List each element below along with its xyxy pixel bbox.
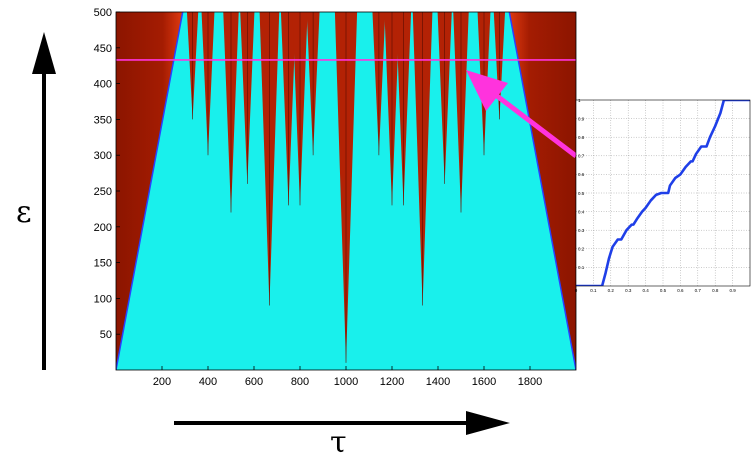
inset-x-tick-label: 0.5	[660, 288, 667, 293]
tau-axis-label: τ	[330, 425, 347, 456]
inset-y-tick-label: 0.1	[578, 265, 585, 270]
y-tick-label: 150	[94, 258, 112, 270]
inset-x-tick-label: 0.9	[729, 288, 736, 293]
inset-y-tick-label: 0.7	[578, 154, 585, 159]
y-tick-label: 350	[94, 114, 112, 126]
inset-x-tick-label: 0.4	[642, 288, 649, 293]
winding-number-inset: 0 0.1 0.2 0.3 0.4 0.5 0.6 0.7 0.8 0.9 0.10.20.30.…	[575, 98, 751, 293]
inset-frame	[575, 99, 751, 287]
y-tick-label: 50	[100, 329, 112, 341]
winding-number-curve	[576, 100, 750, 286]
y-tick-label: 100	[94, 293, 112, 305]
x-tick-label: 200	[153, 376, 171, 388]
inset-x-tick-label: 0.1	[590, 288, 597, 293]
inset-x-tick-label: 0.7	[695, 288, 702, 293]
inset-x-ticks: 0 0.1 0.2 0.3 0.4 0.5 0.6 0.7 0.8 0.9	[575, 288, 736, 293]
inset-y-tick-label: 0.6	[578, 172, 585, 177]
epsilon-axis-arrow	[32, 32, 56, 370]
x-tick-label: 800	[291, 376, 309, 388]
y-tick-label: 450	[94, 43, 112, 55]
x-tick-label: 1200	[380, 376, 404, 388]
inset-y-tick-label: 1	[578, 98, 581, 103]
epsilon-axis-label: ε	[16, 195, 32, 230]
inset-y-tick-label: 0.9	[578, 116, 585, 121]
x-tick-label: 600	[245, 376, 263, 388]
x-tick-label: 1000	[334, 376, 358, 388]
phase-locking-heatmap: 200 400 600 800 1000 1200 1400 1600 1800 50 100 15…	[94, 7, 577, 388]
x-tick-label: 400	[199, 376, 217, 388]
x-axis-ticks: 200 400 600 800 1000 1200 1400 1600 1800	[153, 366, 542, 388]
inset-grid	[576, 100, 750, 286]
y-tick-label: 400	[94, 79, 112, 91]
inset-pointer-arrow	[466, 70, 578, 158]
y-tick-label: 500	[94, 7, 112, 19]
locking-boundary-right	[508, 12, 576, 370]
locking-boundary-left	[116, 12, 184, 370]
inset-y-tick-label: 0.2	[578, 247, 585, 252]
x-tick-label: 1400	[426, 376, 450, 388]
inset-x-tick-label: 0.6	[677, 288, 684, 293]
y-tick-label: 300	[94, 150, 112, 162]
y-axis-ticks: 50 100 150 200 250 300 350 400 450 500	[94, 7, 120, 341]
x-tick-label: 1800	[518, 376, 542, 388]
x-tick-label: 1600	[472, 376, 496, 388]
inset-y-ticks: 0.1 0.2 0.3 0.4 0.5 0.6 0.7 0.8 0.9 1	[578, 98, 585, 270]
inset-x-tick-label: 0.2	[608, 288, 615, 293]
inset-x-tick-label: 0.8	[712, 288, 719, 293]
inset-y-tick-label: 0.4	[578, 209, 585, 214]
inset-x-tick-label: 0	[575, 288, 578, 293]
y-tick-label: 250	[94, 186, 112, 198]
tau-axis-arrow	[174, 411, 510, 435]
inset-y-tick-label: 0.3	[578, 228, 585, 233]
y-tick-label: 200	[94, 222, 112, 234]
inset-x-tick-label: 0.3	[625, 288, 632, 293]
inset-y-tick-label: 0.5	[578, 191, 585, 196]
inset-y-tick-label: 0.8	[578, 135, 585, 140]
